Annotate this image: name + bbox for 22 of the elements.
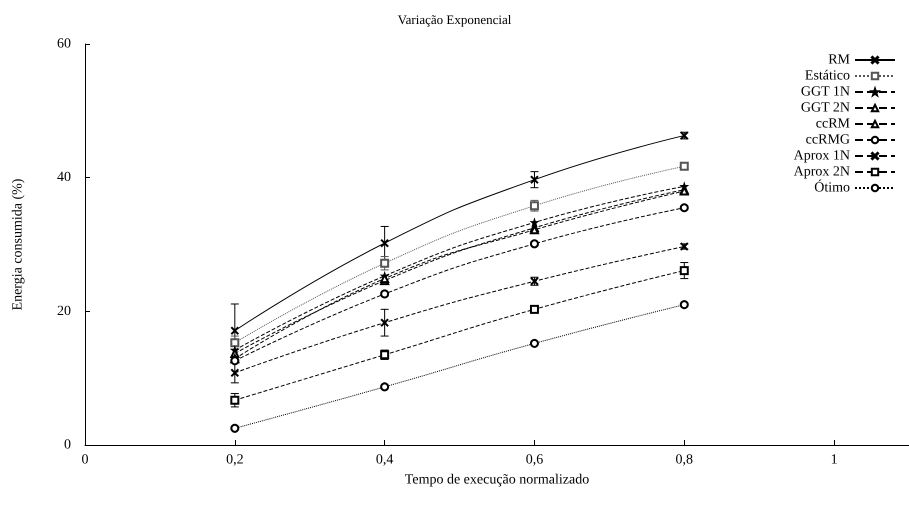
x-axis-title: Tempo de execução normalizado <box>404 472 590 488</box>
x-tick-label: 0 <box>82 452 88 468</box>
legend-label: GGT 1N <box>800 84 850 100</box>
legend-label: ccRM <box>816 116 851 132</box>
legend-label: Aprox 2N <box>794 164 850 180</box>
x-tick-label: 0,8 <box>676 452 694 468</box>
chart-title: Variação Exponencial <box>398 12 512 27</box>
legend-label: Estático <box>804 68 850 84</box>
x-tick-label: 1 <box>830 452 838 468</box>
y-tick-label: 40 <box>57 170 71 186</box>
x-tick-label: 0,4 <box>376 452 394 468</box>
legend-label: GGT 2N <box>800 100 850 116</box>
legend-label: RM <box>828 52 851 68</box>
x-tick-label: 0,2 <box>226 452 244 468</box>
y-tick-label: 20 <box>57 304 71 319</box>
y-tick-label: 60 <box>57 36 71 52</box>
legend-label: ccRMG <box>806 132 850 148</box>
legend-label: Ótimo <box>814 178 850 196</box>
x-tick-label: 0,6 <box>526 452 544 468</box>
legend-label: Aprox 1N <box>794 148 850 164</box>
y-tick-label: 0 <box>64 438 71 452</box>
y-axis-title: Energia consumida (%) <box>10 178 26 310</box>
